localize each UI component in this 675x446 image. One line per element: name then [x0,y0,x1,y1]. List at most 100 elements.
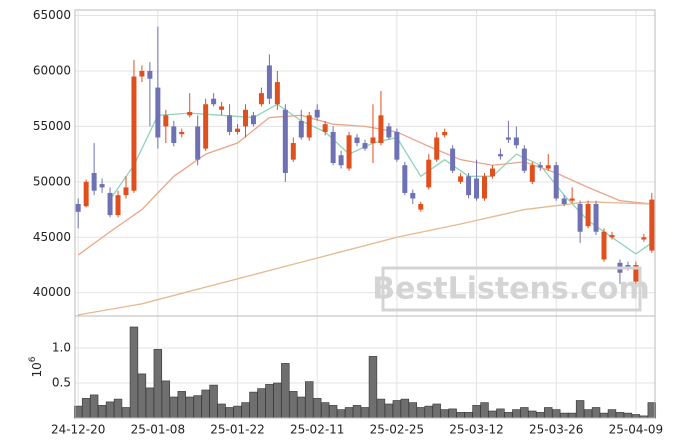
volume-bar [520,407,529,419]
volume-bar [209,384,218,419]
volume-bar [225,407,234,419]
volume-bar [496,408,505,419]
candle-body [99,184,105,188]
candle-body [649,199,655,251]
volume-bar [129,326,139,419]
candle-body [418,204,424,210]
candle-body [163,115,169,127]
y-tick-label: 65000 [33,8,71,22]
candle-body [211,98,217,105]
volume-tick-label: 0.5 [52,375,71,389]
volume-bar [400,398,410,419]
candle-body [402,165,408,193]
volume-bar [289,391,298,419]
moving-average [77,114,652,256]
candle-body [250,115,256,125]
volume-bar [488,410,497,419]
volume-bar [583,409,593,419]
candle-body [155,87,161,138]
candle-body [641,237,647,240]
volume-bar [384,403,394,419]
volume-bar [408,402,418,419]
volume-bar [392,400,402,419]
candle-body [131,76,137,191]
volume-bar [623,412,633,419]
candle-body [107,192,113,216]
volume-bar [193,395,202,419]
candle-body [537,165,543,168]
candle-body [466,176,472,196]
offset-base: 10 [30,362,44,377]
volume-bar [233,405,242,419]
candle-body [394,131,400,160]
volume-bar [201,389,210,419]
volume-bar [328,405,338,419]
candle-body [203,104,209,149]
candle-body [513,137,519,146]
candle-body [322,124,328,132]
volume-bar [615,412,625,419]
volume-offset-label: 106 [28,356,44,377]
candle-body [115,195,121,216]
volume-bar [241,402,250,419]
offset-exponent: 6 [28,356,38,362]
candle-body [330,131,336,163]
candle-body [83,181,89,207]
volume-bar [281,363,290,419]
candle-body [242,109,248,127]
volume-bar [249,391,258,419]
volume-bar [440,409,449,419]
volume-bar [480,402,489,419]
x-tick-label: 25-01-08 [131,423,185,437]
volume-bar [599,412,609,419]
volume-bar [297,396,306,419]
x-tick-label: 25-02-11 [290,423,344,437]
volume-bar [528,410,537,419]
volume-bar [456,412,465,419]
volume-bar [376,398,386,419]
y-tick-label: 40000 [33,285,71,299]
volume-bar [552,409,561,419]
volume-bar [416,407,425,419]
candle-body [179,131,185,135]
candle-body [585,204,591,227]
candle-body [235,128,241,132]
candle-body [139,70,145,77]
candle-body [410,192,416,199]
candle-body [545,165,551,169]
volume-bar [169,396,178,419]
candle-body [306,115,312,138]
volume-bar [177,391,186,419]
volume-bar [336,409,346,419]
volume-bar [137,373,147,419]
volume-bar [312,398,322,419]
x-tick-label: 25-01-22 [210,423,264,437]
candle-body [258,93,264,105]
candle-body [450,148,456,171]
candle-body [577,204,583,232]
volume-bar [368,356,378,419]
candle-body [569,198,575,201]
volume-bar [607,409,617,419]
candle-body [354,137,360,144]
candle-body [123,187,129,196]
volume-tick-label: 1.0 [52,340,71,354]
volume-bar [145,387,155,419]
candle-body [561,198,567,205]
x-tick-label: 24-12-20 [51,423,105,437]
candle-body [593,204,599,232]
candle-body [458,176,464,182]
volume-bar [512,409,521,419]
y-tick-label: 60000 [33,63,71,77]
candle-body [505,137,511,140]
volume-bar [217,403,226,419]
candle-body [219,106,225,110]
candle-body [521,148,527,171]
y-tick-label: 50000 [33,174,71,188]
candle-body [601,231,607,260]
volume-bar [185,396,194,419]
volume-bar [161,380,171,419]
candle-body [609,235,615,238]
candle-body [386,126,392,138]
